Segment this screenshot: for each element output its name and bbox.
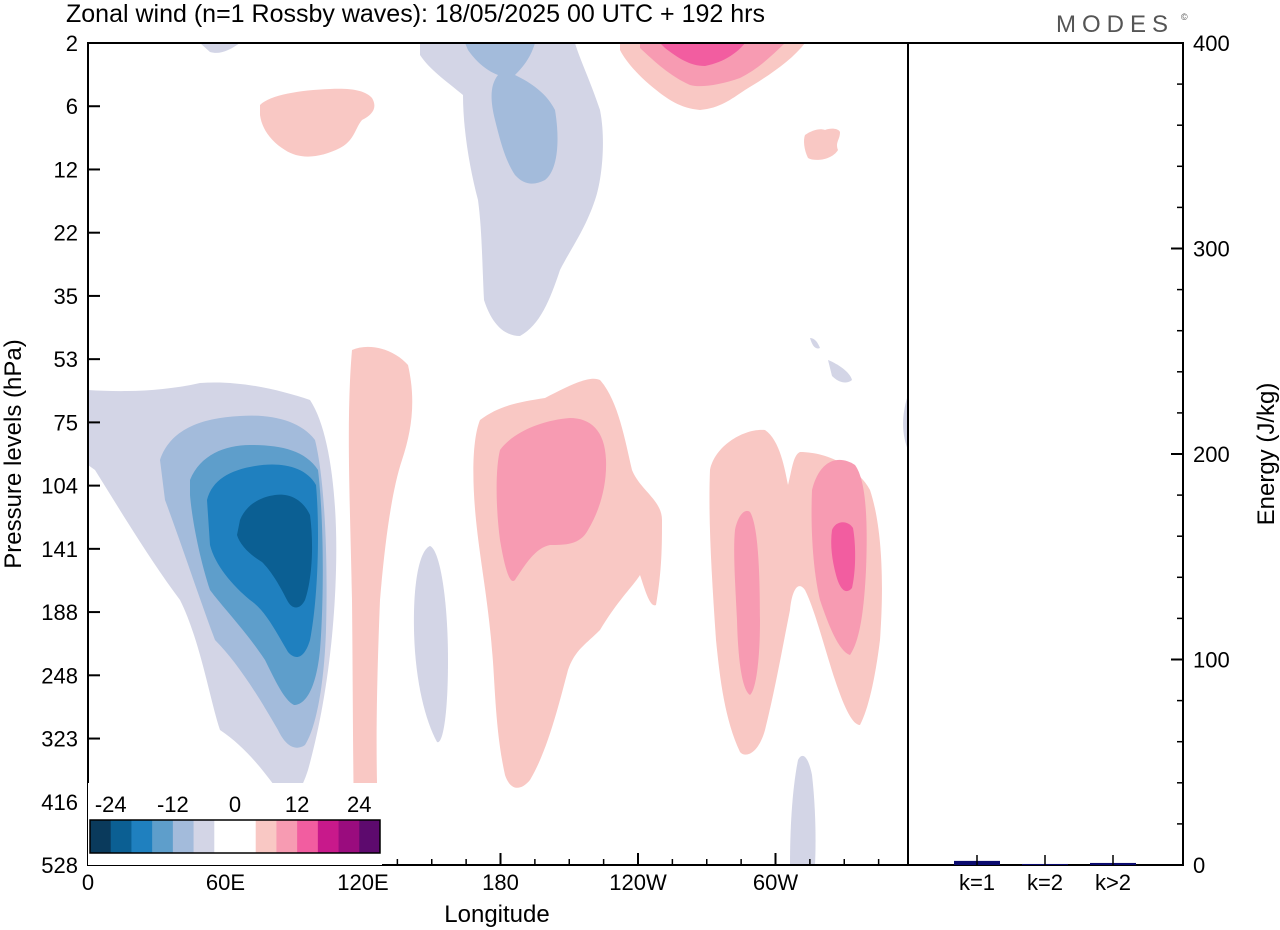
x-axis-label: Longitude [444,901,549,928]
energy-axis: 0 100 200 300 400 [1171,31,1230,878]
y-tick-label: 12 [54,157,78,182]
energy-tick-label: 300 [1193,237,1230,262]
colorbar-swatch [297,820,319,853]
y-axis: 2 6 12 22 35 53 75 104 141 188 248 323 416 528 [41,31,100,878]
y-tick-label: 75 [54,410,78,435]
colorbar-label: -12 [157,792,189,817]
colorbar-label: 24 [347,792,371,817]
colorbar-swatch [90,820,112,853]
y-tick-label: 188 [41,600,78,625]
x-tick-label: 0 [82,870,94,895]
y-tick-label: 53 [54,347,78,372]
energy-category-label: k=2 [1027,870,1063,895]
contour-pos-upper-right [804,128,840,160]
y-tick-label: 104 [41,474,78,499]
y-tick-label: 22 [54,221,78,246]
x-tick-label: 60W [753,870,798,895]
colorbar: -24 -12 0 12 24 [88,783,382,865]
y-tick-label: 416 [41,790,78,815]
energy-tick-label: 400 [1193,31,1230,56]
y-axis-label: Pressure levels (hPa) [0,339,27,568]
brand-mark: © [1181,12,1188,22]
contour-pos-central-core [496,418,607,581]
energy-frame [907,42,1184,866]
energy-axis-label: Energy (J/kg) [1253,383,1280,526]
colorbar-swatch [276,820,298,853]
colorbar-swatch [152,820,174,853]
contour-neg-level5 [237,494,313,608]
contour-neg-bottom [790,755,816,865]
colorbar-swatch [214,820,236,853]
contour-neg-small1 [828,360,852,383]
x-tick-label: 60E [206,870,245,895]
contour-pos-east-core-c [831,522,856,592]
contour-pos-column [348,346,413,865]
y-tick-label: 2 [66,31,78,56]
colorbar-label: 12 [285,792,309,817]
colorbar-swatch [193,820,215,853]
y-tick-label: 35 [54,284,78,309]
y-tick-label: 6 [66,94,78,119]
contour-neg-small2 [810,338,820,349]
colorbar-label: 0 [229,792,241,817]
colorbar-swatch [338,820,360,853]
contour-neg-upper [200,43,603,336]
y-tick-label: 323 [41,727,78,752]
colorbar-swatch [110,820,132,853]
colorbar-swatch [172,820,195,853]
contour-field [88,43,908,865]
colorbar-swatch [235,820,257,853]
energy-category-label: k>2 [1095,870,1131,895]
contour-pos-top-max [660,43,745,66]
brand-logo: MODES [1056,11,1174,38]
contour-neg-edge [903,395,908,450]
contour-neg-column [413,546,448,743]
energy-tick-label: 100 [1193,648,1230,673]
colorbar-label: -24 [95,792,127,817]
colorbar-border [89,819,381,854]
colorbar-swatch [131,820,153,853]
contour-pos-east-core-a [734,510,760,695]
energy-categories: k=1 k=2 k>2 [959,855,1131,895]
y-tick-label: 528 [41,853,78,878]
contour-neg-upper-core [465,43,558,184]
energy-tick-label: 0 [1193,853,1205,878]
colorbar-swatch [359,820,381,853]
energy-category-label: k=1 [959,870,995,895]
colorbar-swatch [255,820,277,853]
x-tick-label: 180 [482,870,519,895]
colorbar-swatch [317,820,340,853]
energy-tick-label: 200 [1193,442,1230,467]
chart-title: Zonal wind (n=1 Rossby waves): 18/05/202… [66,0,765,28]
y-tick-label: 248 [41,663,78,688]
y-tick-label: 141 [41,537,78,562]
x-tick-label: 120E [337,870,388,895]
contour-pos-upper-left [260,88,375,157]
x-tick-label: 120W [609,870,667,895]
